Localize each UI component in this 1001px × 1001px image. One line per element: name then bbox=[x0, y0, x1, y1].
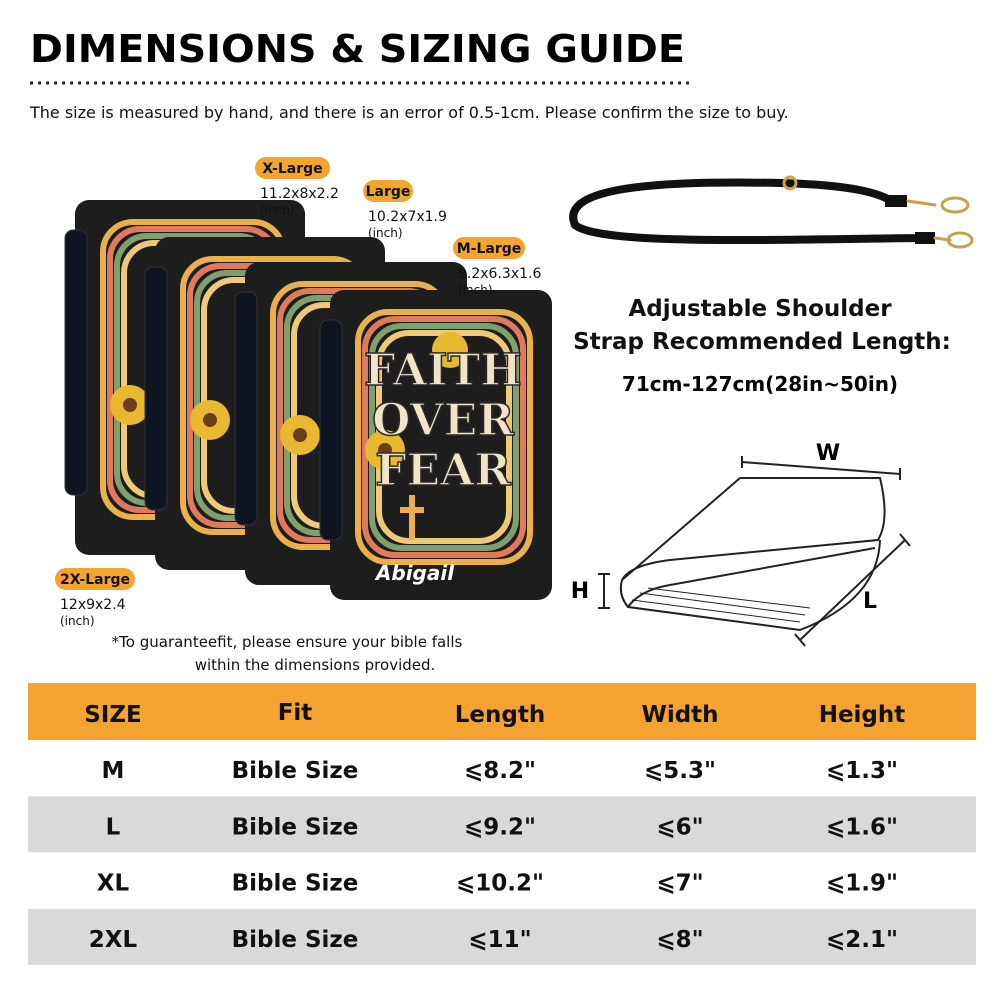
handle bbox=[234, 291, 258, 526]
table-cell: Bible Size bbox=[232, 758, 359, 784]
size-table: SIZE Fit Length Width Height M Bible Size ⩽8.2"… bbox=[28, 683, 976, 965]
table-header bbox=[28, 683, 976, 740]
size-unit: (inch) bbox=[260, 203, 295, 217]
table-cell: ⩽8" bbox=[656, 927, 703, 953]
table-cell: ⩽1.9" bbox=[826, 871, 898, 897]
column-header: SIZE bbox=[84, 702, 142, 728]
cross bbox=[400, 495, 424, 540]
flower bbox=[432, 332, 468, 368]
title: DIMENSIONS & SIZING GUIDE bbox=[30, 27, 685, 71]
size-unit: (inch) bbox=[458, 283, 493, 297]
cover-title: FAITH bbox=[364, 345, 522, 396]
size-badge bbox=[363, 180, 413, 202]
subtitle: The size is measured by hand, and there … bbox=[29, 103, 789, 122]
books: FAITHOVERFEARAbigail2X-Large12x9x2.4(inc… bbox=[55, 157, 552, 628]
size-dimensions: 10.2x7x1.9 bbox=[368, 209, 447, 225]
column-header: Height bbox=[819, 702, 906, 728]
flower bbox=[203, 413, 217, 427]
table-cell: ⩽8.2" bbox=[464, 758, 536, 784]
table-cell: 2XL bbox=[89, 927, 138, 953]
flower bbox=[293, 428, 307, 442]
handle bbox=[319, 319, 343, 541]
flower bbox=[378, 443, 392, 457]
size-dimensions: 9.2x6.3x1.6 bbox=[458, 266, 541, 282]
size-dimensions: 12x9x2.4 bbox=[60, 597, 126, 613]
size-badge-label: M-Large bbox=[457, 241, 522, 257]
table-cell: ⩽9.2" bbox=[464, 814, 536, 840]
table-cell: L bbox=[106, 814, 121, 840]
flower bbox=[123, 398, 137, 412]
note: *To guaranteefit, please ensure your bib… bbox=[112, 633, 463, 651]
column-header: Fit bbox=[278, 700, 313, 726]
length-label: L bbox=[863, 589, 877, 614]
table-cell: ⩽6" bbox=[656, 814, 703, 840]
table-cell: Bible Size bbox=[232, 927, 359, 953]
strap-length: 71cm-127cm(28in~50in) bbox=[622, 372, 898, 396]
width-label: W bbox=[816, 441, 840, 466]
size-dimensions: 11.2x8x2.2 bbox=[260, 186, 339, 202]
size-badge-label: X-Large bbox=[262, 161, 322, 177]
size-badge-label: Large bbox=[366, 184, 411, 200]
strap-text: Adjustable Shoulder bbox=[628, 296, 892, 322]
table-cell: ⩽5.3" bbox=[644, 758, 716, 784]
table-cell: Bible Size bbox=[232, 871, 359, 897]
table-cell: ⩽11" bbox=[468, 927, 531, 953]
book-diagram bbox=[598, 456, 911, 647]
cover-name: Abigail bbox=[374, 561, 455, 585]
cover-body bbox=[330, 290, 552, 600]
size-unit: (inch) bbox=[60, 614, 95, 628]
table-cell: ⩽2.1" bbox=[826, 927, 898, 953]
size-badge bbox=[255, 157, 330, 179]
table-row bbox=[28, 740, 976, 796]
size-badge bbox=[55, 568, 135, 590]
bible-cover bbox=[319, 290, 552, 600]
column-header: Width bbox=[641, 702, 718, 728]
strap-image bbox=[569, 175, 974, 249]
cover-frame bbox=[362, 316, 526, 558]
handle bbox=[64, 229, 88, 496]
strap-text: Strap Recommended Length: bbox=[573, 329, 951, 355]
size-unit: (inch) bbox=[368, 226, 403, 240]
table-cell: ⩽10.2" bbox=[456, 871, 544, 897]
table-row bbox=[28, 908, 976, 965]
note: within the dimensions provided. bbox=[195, 656, 436, 674]
table-cell: XL bbox=[97, 871, 130, 897]
table-cell: M bbox=[102, 758, 125, 784]
table-row bbox=[28, 852, 976, 909]
handle bbox=[144, 266, 168, 511]
table-cell: ⩽1.3" bbox=[826, 758, 898, 784]
cover-title: OVER bbox=[372, 395, 514, 446]
size-badge-label: 2X-Large bbox=[60, 572, 130, 588]
cover-title: FEAR bbox=[375, 445, 511, 496]
table-cell: Bible Size bbox=[232, 814, 359, 840]
table-cell: ⩽1.6" bbox=[826, 814, 898, 840]
table-cell: ⩽7" bbox=[656, 871, 703, 897]
size-badge bbox=[453, 237, 525, 259]
table-row bbox=[28, 796, 976, 853]
column-header: Length bbox=[455, 702, 545, 728]
cover-frame bbox=[355, 309, 533, 565]
height-label: H bbox=[571, 579, 589, 604]
